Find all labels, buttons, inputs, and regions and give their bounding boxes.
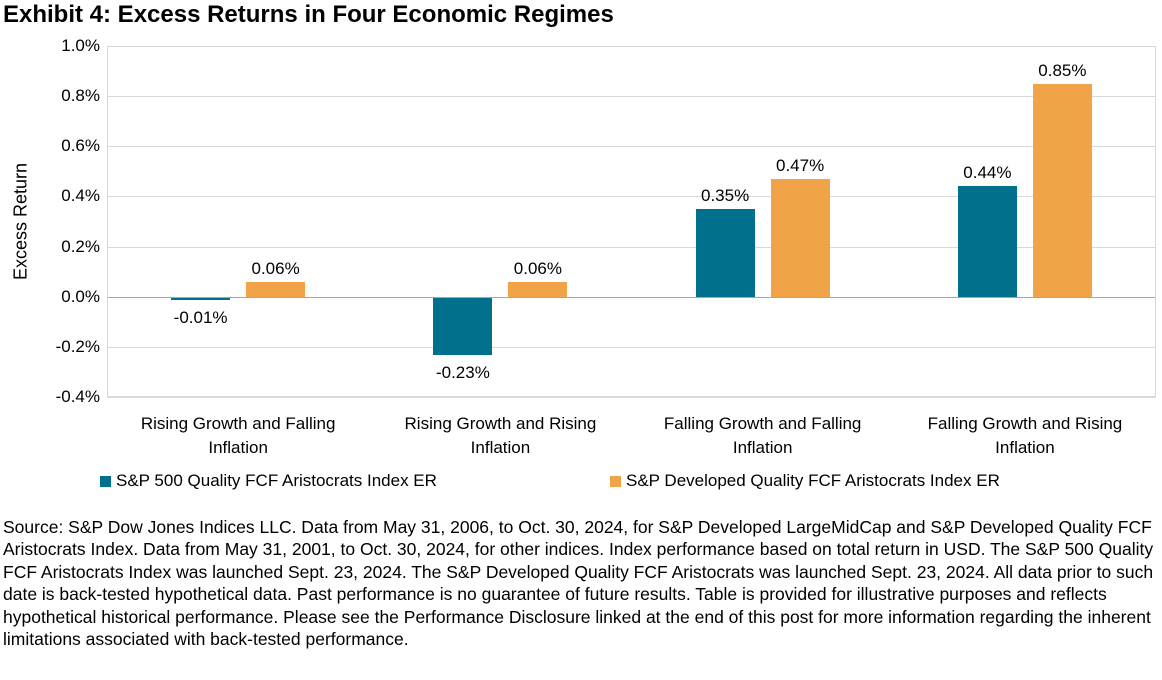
legend-label: S&P 500 Quality FCF Aristocrats Index ER <box>116 471 437 490</box>
zero-axis-line <box>107 296 1156 298</box>
y-tick-label: 0.0% <box>61 286 100 306</box>
data-label: 0.35% <box>700 186 750 205</box>
y-tick-label: 0.4% <box>61 186 100 206</box>
gridline <box>107 146 1156 148</box>
bar-chart: Excess Return 1.0% 0.8% 0.6% 0.4% 0.2% 0.0% -0… <box>10 36 1156 491</box>
legend-marker-swatch <box>610 475 621 487</box>
gridline <box>107 196 1156 198</box>
bar-series1-group1 <box>171 297 231 301</box>
data-label: 0.06% <box>251 258 300 278</box>
data-label: -0.23% <box>435 363 490 383</box>
y-tick-label: -0.4% <box>55 387 100 406</box>
x-axis-category-label: Rising Growth and Falling Inflation <box>140 414 336 457</box>
gridline <box>107 96 1156 98</box>
x-axis-category-label: Falling Growth and Falling Inflation <box>663 414 862 457</box>
bar-series1-group3 <box>695 209 755 297</box>
bar-series2-group4 <box>1032 83 1092 297</box>
legend-label: S&P Developed Quality FCF Aristocrats In… <box>626 471 1000 490</box>
legend-marker-swatch <box>100 475 111 487</box>
bar-series1-group2 <box>433 297 493 356</box>
legend-item: S&P 500 Quality FCF Aristocrats Index ER <box>100 471 437 491</box>
bar-series1-group4 <box>957 186 1017 297</box>
data-label: 0.85% <box>1038 60 1087 80</box>
gridline <box>107 246 1156 248</box>
bar-series2-group2 <box>508 281 568 297</box>
bar-series2-group1 <box>246 281 306 297</box>
data-label: 0.44% <box>963 163 1012 183</box>
data-label: -0.01% <box>173 308 228 328</box>
gridline <box>107 397 1156 398</box>
data-label: 0.47% <box>775 155 825 175</box>
y-tick-label: 0.2% <box>61 236 100 256</box>
y-tick-label: 0.6% <box>61 136 100 156</box>
bar-series2-group3 <box>770 178 830 297</box>
y-tick-label: -0.2% <box>55 336 100 356</box>
plot-area <box>107 46 1156 397</box>
legend-item: S&P Developed Quality FCF Aristocrats In… <box>610 471 1000 491</box>
y-tick-label: 1.0% <box>61 36 100 55</box>
x-axis-category-label: Rising Growth and Rising Inflation <box>404 414 597 457</box>
y-axis-title: Excess Return <box>10 162 31 281</box>
y-tick-label: 0.8% <box>61 86 100 106</box>
source-note: Source: S&P Dow Jones Indices LLC. Data … <box>3 517 1154 650</box>
x-axis-category-label: Falling Growth and Rising Inflation <box>927 414 1123 457</box>
chart-title: Exhibit 4: Excess Returns in Four Econom… <box>3 1 614 28</box>
gridline <box>107 346 1156 348</box>
data-label: 0.06% <box>513 258 562 278</box>
